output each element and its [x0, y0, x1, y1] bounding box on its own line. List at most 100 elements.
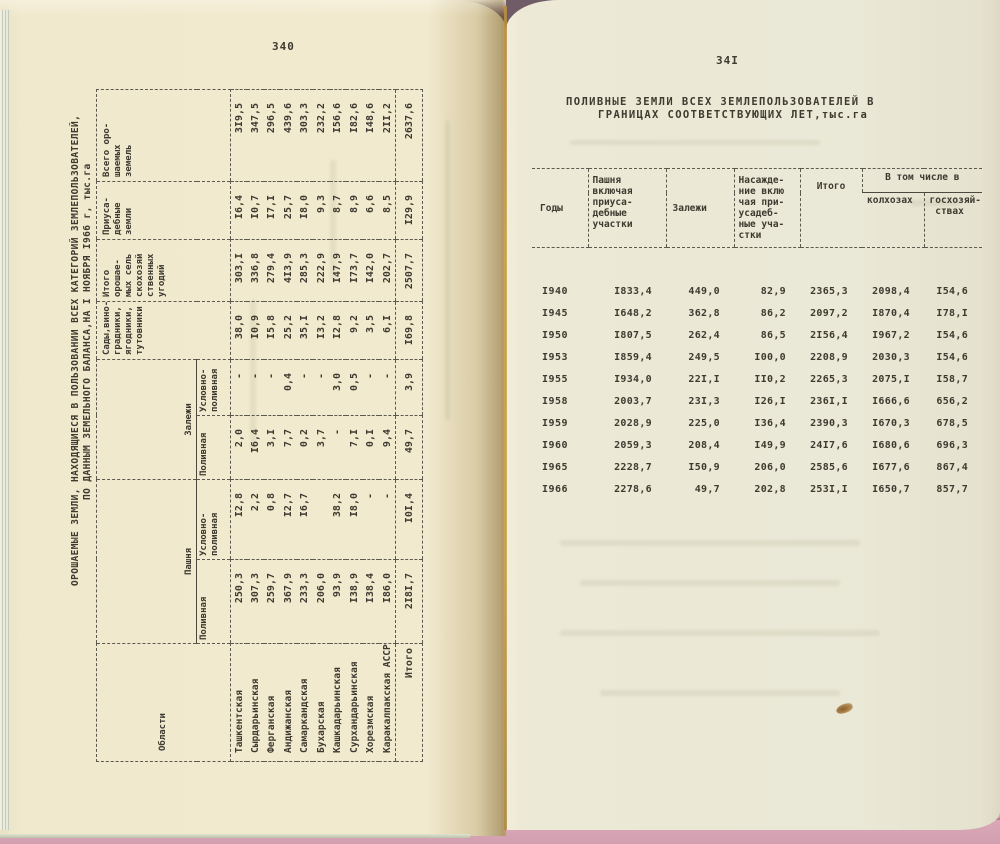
year-row: I959 2028,9 225,0 I36,4 2390,3 I670,3 678,5 — [532, 413, 982, 435]
cell: I940 — [542, 286, 569, 297]
year-row: I965 2228,7 I50,9 206,0 2585,6 I677,6 867,4 — [532, 457, 982, 479]
left-table-title: ОРОШАЕМЫЕ ЗЕМЛИ, НАХОДЯЩИЕСЯ В ПОЛЬЗОВАН… — [70, 86, 94, 762]
cell: 225,0 — [688, 418, 720, 429]
cell: 249,5 — [688, 352, 720, 363]
cell: 25,2 — [280, 301, 297, 360]
total-row: Итого 2I8I,7 I0I,4 49,7 3,9 I69,8 2507,7… — [395, 89, 423, 762]
cell: 6,6 — [362, 181, 379, 240]
right-table-title-line2: ГРАНИЦАХ СООТВЕТСТВУЮЩИХ ЛЕТ,тыс.га — [598, 109, 869, 121]
total-label: Итого — [395, 643, 423, 762]
cell: I6,4 — [230, 181, 247, 240]
cell: I870,4 — [872, 308, 910, 319]
cell: 253I,I — [810, 484, 848, 495]
cell: 2390,3 — [810, 418, 848, 429]
cell: I8,0 — [296, 181, 313, 240]
cell: - — [379, 479, 396, 560]
header-zalezhi: Залежи — [665, 168, 734, 248]
cell: 678,5 — [936, 418, 969, 429]
region-row: Сырдарьинская 307,3 2,2 I6,4- I0,9 336,8 I0,7 3… — [247, 89, 264, 762]
cell: 4I3,9 — [280, 239, 297, 302]
cell: 208,4 — [688, 440, 720, 451]
cell: 3I9,5 — [230, 89, 247, 182]
region-row: Андижанская 367,9 I2,7 7,7 0,4 25,2 4I3,9 25,7 4… — [280, 89, 297, 762]
cell: Сырдарьинская — [247, 643, 264, 762]
cell: 2I56,4 — [810, 330, 848, 341]
cell: 449,0 — [688, 286, 720, 297]
cell: 232,2 — [313, 89, 330, 182]
cell: I29,9 — [395, 181, 423, 240]
cell: 206,0 — [313, 559, 330, 644]
cell: Самаркандская — [296, 643, 313, 762]
cell: I38,9 — [346, 559, 363, 644]
cell: 867,4 — [936, 462, 969, 473]
cell: I82,6 — [346, 89, 363, 182]
cell: 6,I — [379, 301, 396, 360]
page-edge-stack — [0, 10, 11, 830]
left-table: Области Пашня Залежи Сады,вино- градники… — [96, 89, 423, 762]
cell: - — [329, 415, 346, 480]
cell: I56,6 — [329, 89, 346, 182]
cell: I965 — [542, 462, 569, 473]
region-row: Ферганская 259,7 0,8 3,I - I5,8 279,4 I7,I 296,5 — [263, 89, 280, 762]
region-row: Хорезмская I38,4-0,I -3,5 I42,0 6,6 I48,6 — [362, 89, 379, 762]
year-row: I960 2059,3 208,4 I49,9 24I7,6 I680,6 696,3 — [532, 435, 982, 457]
cell: 2030,3 — [872, 352, 910, 363]
cell: 2097,2 — [810, 308, 848, 319]
header-zalezhi-uslovno: Условно- поливная — [196, 359, 231, 416]
cell: 202,8 — [754, 484, 786, 495]
right-table-body: I940 I833,4 449,0 82,9 2365,3 2098,4 I54,6 I945… — [532, 248, 982, 501]
cell: - — [230, 359, 247, 416]
cell: I966 — [542, 484, 569, 495]
cell: I47,9 — [329, 239, 346, 302]
header-zalezhi-polivnaya: Поливная — [196, 415, 231, 480]
cell: I2,8 — [230, 479, 247, 560]
cell: 0,2 — [296, 415, 313, 480]
right-table-area: ПОЛИВНЫЕ ЗЕМЛИ ВСЕХ ЗЕМЛЕПОЛЬЗОВАТЕЛЕЙ В… — [532, 96, 984, 501]
cell: Каракалпакская АССР — [379, 643, 396, 762]
cell: 0,8 — [263, 479, 280, 560]
cell: 307,3 — [247, 559, 264, 644]
cell: I950 — [542, 330, 569, 341]
cell: I680,6 — [872, 440, 910, 451]
cell: 2,2 — [247, 479, 264, 560]
cell: 656,2 — [936, 396, 969, 407]
cell: I958 — [542, 396, 569, 407]
header-pashnya-polivnaya: Поливная — [196, 559, 231, 644]
cell: I69,8 — [395, 301, 423, 360]
cell: 0,4 — [280, 359, 297, 416]
cell — [313, 479, 330, 560]
cell: 2II,2 — [379, 89, 396, 182]
cell: 93,9 — [329, 559, 346, 644]
cell: 2075,I — [872, 374, 910, 385]
cell: 259,7 — [263, 559, 280, 644]
cell: 25,7 — [280, 181, 297, 240]
cell: I54,6 — [936, 330, 969, 341]
cell: 3,9 — [395, 359, 423, 416]
left-table-title-line1: ОРОШАЕМЫЕ ЗЕМЛИ, НАХОДЯЩИЕСЯ В ПОЛЬЗОВАН… — [70, 114, 81, 586]
cell: I953 — [542, 352, 569, 363]
cell: I648,2 — [614, 308, 652, 319]
header-nasazhdenie: Насажде- ние вклю чая при- усадеб- ные у… — [733, 168, 800, 248]
year-row: I953 I859,4 249,5 I00,0 2208,9 2030,3 I54,6 — [532, 347, 982, 369]
bleed-through-smudge — [250, 300, 256, 450]
header-kolkhozakh: колхозах — [862, 192, 924, 248]
cell: 250,3 — [230, 559, 247, 644]
cell: - — [263, 359, 280, 416]
cell: 2208,9 — [810, 352, 848, 363]
header-vsego: Всего оро- шаемых земель — [96, 89, 231, 182]
right-table: Годы Пашня включая приуса- дебные участк… — [532, 168, 983, 501]
year-row: I945 I648,2 362,8 86,2 2097,2 I870,4 I78,I — [532, 303, 982, 325]
cell: I48,6 — [362, 89, 379, 182]
cell: II0,2 — [754, 374, 786, 385]
cell: I36,4 — [754, 418, 786, 429]
cell: 2098,4 — [872, 286, 910, 297]
region-row: Бухарская 206,0 3,7- I3,2 222,9 9,3 232,2 — [313, 89, 330, 762]
header-pashnya-group: Пашня — [96, 479, 197, 644]
cell: 2365,3 — [810, 286, 848, 297]
cell: I49,9 — [754, 440, 786, 451]
cell: 279,4 — [263, 239, 280, 302]
year-row: I940 I833,4 449,0 82,9 2365,3 2098,4 I54,6 — [532, 281, 982, 303]
cell: - — [362, 479, 379, 560]
cell: 38,2 — [329, 479, 346, 560]
